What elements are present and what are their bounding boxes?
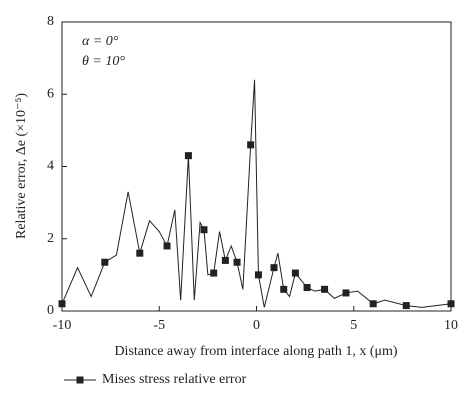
data-marker — [280, 285, 288, 293]
y-tick-label: 0 — [47, 303, 54, 318]
data-marker — [291, 269, 299, 277]
x-tick-label: 10 — [444, 318, 458, 333]
data-marker — [163, 242, 171, 250]
data-marker — [136, 249, 144, 257]
y-tick-label: 4 — [47, 159, 54, 174]
legend-label: Mises stress relative error — [102, 372, 247, 387]
data-marker — [221, 256, 229, 264]
data-marker — [101, 258, 109, 266]
data-marker — [447, 300, 455, 308]
data-marker — [184, 152, 192, 160]
data-marker — [200, 226, 208, 234]
y-tick-label: 6 — [47, 86, 54, 101]
x-tick-label: 0 — [253, 318, 260, 333]
x-tick-label: 5 — [350, 318, 357, 333]
x-tick-label: -10 — [53, 318, 72, 333]
y-tick-label: 2 — [47, 231, 54, 246]
data-marker — [58, 300, 66, 308]
y-tick-label: 8 — [47, 14, 54, 29]
data-marker — [369, 300, 377, 308]
data-marker — [342, 289, 350, 297]
annotation: α = 0° — [82, 34, 119, 49]
data-marker — [210, 269, 218, 277]
data-marker — [270, 264, 278, 272]
data-marker — [247, 141, 255, 149]
legend-marker — [76, 376, 84, 384]
data-marker — [303, 284, 311, 292]
data-marker — [402, 302, 410, 310]
data-marker — [233, 258, 241, 266]
x-tick-label: -5 — [153, 318, 165, 333]
data-marker — [321, 285, 329, 293]
data-marker — [254, 271, 262, 279]
annotation: θ = 10° — [82, 54, 125, 69]
y-axis-label: Relative error, Δe (×10⁻⁵) — [14, 93, 29, 239]
x-axis-label: Distance away from interface along path … — [114, 344, 397, 359]
